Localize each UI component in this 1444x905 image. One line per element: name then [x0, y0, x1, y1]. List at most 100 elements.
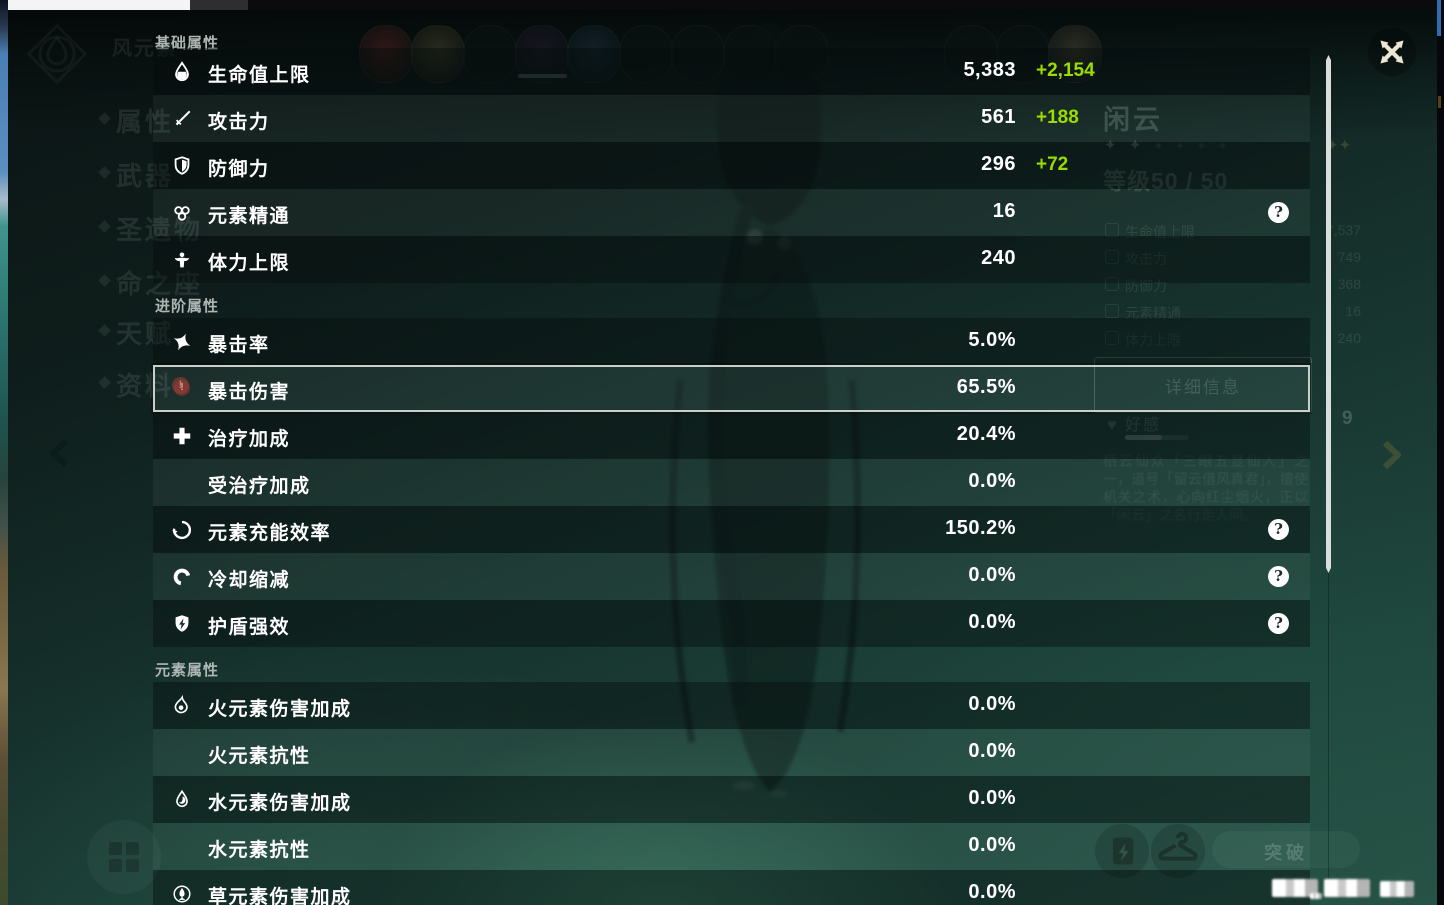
bg-stat-row: 生命值上限 7,537 — [1103, 220, 1361, 242]
character-description: 栖云仙众「三眼五显仙人」之一，道号「留云借风真君」，擅使机关之术，心向红尘烟火，… — [1103, 453, 1308, 523]
sidebar-item-weapon[interactable]: 武器 — [116, 161, 175, 191]
sidebar-bullet — [98, 166, 111, 179]
bg-stat-row: 元素精通 16 — [1103, 301, 1361, 323]
character-name: 闲云 — [1103, 105, 1163, 135]
stat-row-hydro-dmg[interactable]: 水元素伤害加成 0.0% — [153, 776, 1310, 823]
hydro-icon — [171, 789, 193, 811]
sidebar-item-artifacts[interactable]: 圣遗物 — [116, 215, 204, 245]
pyro-icon — [171, 694, 193, 717]
help-icon[interactable]: ? — [1268, 202, 1289, 223]
party-avatar[interactable] — [411, 25, 465, 83]
def-icon — [1105, 277, 1119, 291]
prev-page-chevron-icon[interactable] — [44, 436, 78, 470]
healing-bonus-icon — [171, 425, 193, 447]
censored-uid-block — [1380, 881, 1414, 897]
desktop-top-bar-light — [2, 0, 190, 10]
quick-equip-button[interactable] — [1095, 824, 1149, 878]
hp-icon — [171, 61, 193, 83]
bg-stat-row: 攻击力 749 — [1103, 247, 1361, 269]
stat-row-stamina[interactable]: 体力上限 240 — [153, 236, 1310, 283]
selected-avatar-underline — [518, 74, 567, 78]
desktop-edge-left — [0, 0, 8, 905]
help-icon[interactable]: ? — [1268, 566, 1289, 587]
stat-row-crit-dmg[interactable]: ! 暴击伤害 65.5% — [153, 365, 1310, 412]
stat-row-def[interactable]: 防御力 296 +72 — [153, 142, 1310, 189]
dendro-icon — [171, 883, 193, 905]
censored-uid-block — [1310, 893, 1322, 899]
stamina-icon — [171, 249, 193, 271]
friendship-level: 9 — [1342, 408, 1353, 429]
help-icon[interactable]: ? — [1268, 519, 1289, 540]
stat-row-atk[interactable]: 攻击力 561 +188 — [153, 95, 1310, 142]
party-avatar[interactable] — [619, 25, 673, 83]
stat-row-elemental-mastery[interactable]: 元素精通 16 ? — [153, 189, 1310, 236]
sidebar-item-constellation[interactable]: 命之座 — [116, 269, 204, 299]
stat-row-healing-bonus[interactable]: 治疗加成 20.4% — [153, 412, 1310, 459]
sidebar-bullet — [98, 274, 111, 287]
element-emblem-logo — [15, 12, 99, 96]
stat-row-energy-recharge[interactable]: 元素充能效率 150.2% ? — [153, 506, 1310, 553]
sidebar-item-attributes[interactable]: 属性 — [116, 107, 175, 137]
shield-strength-icon — [171, 613, 193, 635]
elemental-mastery-icon — [171, 202, 193, 224]
party-avatar[interactable] — [515, 25, 569, 83]
party-avatar[interactable] — [359, 25, 413, 83]
friendship-label: ♥ 好感 — [1107, 417, 1161, 434]
stat-row-hp[interactable]: 生命值上限 5,383 +2,154 — [153, 48, 1310, 95]
party-avatar[interactable] — [1048, 25, 1102, 83]
party-avatar[interactable] — [671, 25, 725, 83]
crit-rate-icon — [171, 331, 193, 353]
party-avatar[interactable] — [463, 25, 517, 83]
stat-row-incoming-healing[interactable]: 受治疗加成 0.0% — [153, 459, 1310, 506]
stat-bonus: +72 — [1036, 154, 1069, 175]
help-icon[interactable]: ? — [1268, 613, 1289, 634]
censored-uid-block — [1324, 879, 1370, 897]
desktop-top-bar-gray — [190, 0, 248, 10]
party-setup-button[interactable] — [87, 820, 161, 894]
character-level: 等级50 / 50 — [1103, 168, 1229, 194]
atk-icon — [1105, 250, 1119, 264]
stat-row-shield-strength[interactable]: 护盾强效 0.0% ? — [153, 600, 1310, 647]
scrollbar-track[interactable] — [1328, 573, 1329, 879]
stamina-icon — [1105, 331, 1119, 345]
detailed-info-button[interactable]: 详细信息 — [1094, 357, 1312, 413]
party-avatar[interactable] — [996, 25, 1050, 83]
next-page-chevron-icon[interactable] — [1373, 438, 1407, 472]
alert-badge-icon: ! — [174, 380, 190, 396]
desktop-top-bar — [0, 0, 1444, 10]
stat-bonus: +188 — [1036, 107, 1079, 128]
bg-stat-row: 防御力 368 — [1103, 274, 1361, 296]
sidebar-bullet — [98, 324, 111, 337]
party-avatar[interactable] — [944, 25, 998, 83]
scrollbar-thumb[interactable] — [1326, 55, 1331, 573]
stat-row-pyro-res[interactable]: 火元素抗性 0.0% — [153, 729, 1310, 776]
stat-row-pyro-dmg[interactable]: 火元素伤害加成 0.0% — [153, 682, 1310, 729]
outfit-button[interactable] — [1151, 824, 1205, 878]
ascend-button[interactable]: 突破 — [1212, 831, 1360, 868]
section-title-advanced: 进阶属性 — [155, 298, 220, 315]
stat-row-hydro-res[interactable]: 水元素抗性 0.0% — [153, 823, 1310, 870]
sidebar-item-profile[interactable]: 资料 — [116, 371, 175, 401]
close-button[interactable] — [1368, 28, 1416, 76]
bg-stat-row: 体力上限 240 — [1103, 328, 1361, 350]
energy-recharge-icon — [171, 519, 193, 541]
stat-row-crit-rate[interactable]: 暴击率 5.0% — [153, 318, 1310, 365]
game-viewport: 风元素 属性 武器 圣遗物 命之座 天赋 资料 ! — [8, 10, 1437, 905]
sidebar-item-talents[interactable]: 天赋 — [116, 319, 175, 349]
party-avatar[interactable] — [567, 25, 621, 83]
elemental-mastery-icon — [1105, 304, 1119, 318]
grid-icon — [109, 842, 122, 855]
element-type-label: 风元素 — [112, 38, 178, 60]
desktop-edge-right — [1437, 0, 1444, 905]
cooldown-icon — [171, 566, 193, 588]
stat-row-cooldown-reduction[interactable]: 冷却缩减 0.0% ? — [153, 553, 1310, 600]
section-title-basic: 基础属性 — [155, 35, 220, 52]
close-icon — [1380, 40, 1404, 64]
rarity-stars: ✦ ✦ ✦ ✦ ✦ ✦ — [1104, 137, 1232, 154]
character-artwork — [669, 20, 862, 798]
section-title-elemental: 元素属性 — [155, 662, 220, 679]
stat-row-dendro-dmg[interactable]: 草元素伤害加成 0.0% — [153, 870, 1310, 905]
stat-bonus: +2,154 — [1036, 60, 1095, 81]
friendship-progress-bar — [1125, 435, 1189, 440]
